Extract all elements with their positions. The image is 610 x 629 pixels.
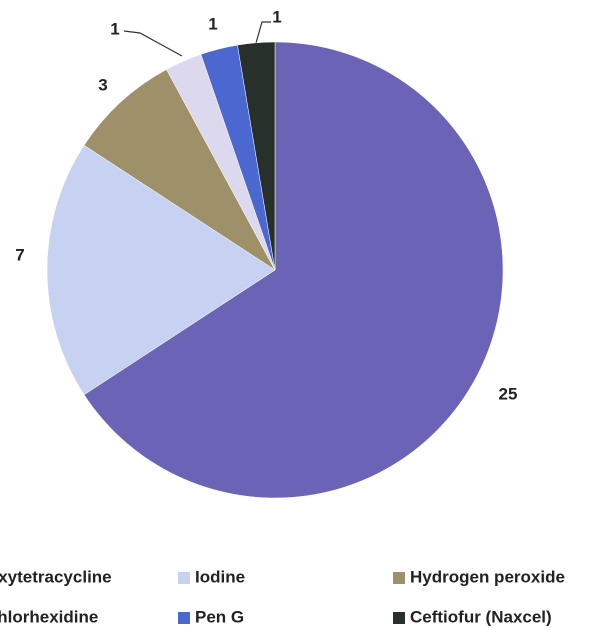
legend-label: Oxytetracycline [0, 567, 112, 586]
legend-swatch [178, 572, 190, 584]
data-label: 25 [499, 384, 518, 403]
data-label: 1 [272, 7, 281, 26]
legend-swatch [393, 572, 405, 584]
legend-label: Hydrogen peroxide [410, 567, 565, 586]
pie-slice [83, 41, 504, 499]
legend-label: Iodine [195, 567, 245, 586]
pie-slice [83, 69, 276, 271]
pie-slice [237, 41, 276, 271]
data-label: 3 [98, 75, 107, 94]
pie-slice [46, 144, 276, 396]
legend-label: Pen G [195, 607, 244, 626]
legend-label: Ceftiofur (Naxcel) [410, 607, 552, 626]
legend-label: Chlorhexidine [0, 607, 98, 626]
leader-line [123, 30, 183, 57]
data-label: 1 [208, 14, 217, 33]
leader-line [255, 21, 271, 44]
data-label: 7 [15, 245, 24, 264]
data-label: 1 [110, 19, 119, 38]
legend-swatch [393, 612, 405, 624]
leader-lines [123, 21, 271, 57]
legend-swatch [178, 612, 190, 624]
